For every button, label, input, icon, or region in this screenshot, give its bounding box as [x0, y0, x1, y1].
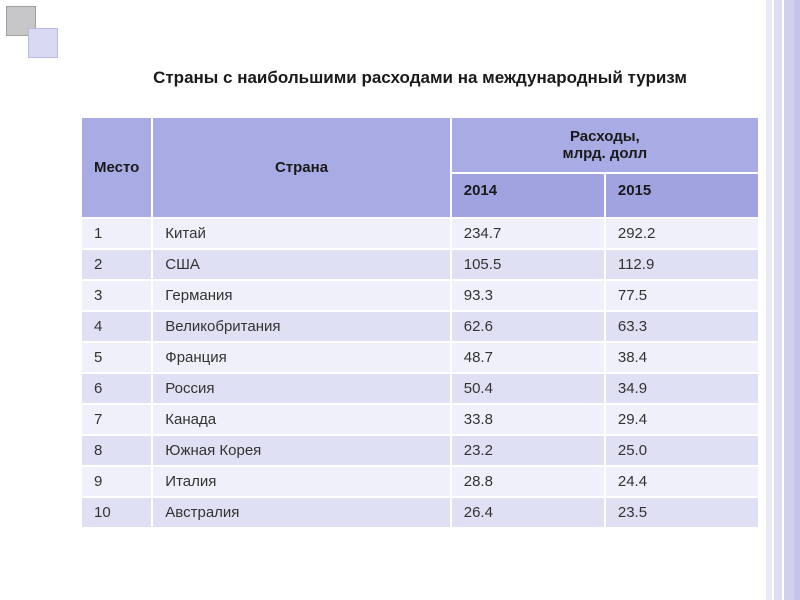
- cell-y2015: 292.2: [605, 218, 759, 249]
- cell-y2015: 25.0: [605, 435, 759, 466]
- corner-decoration: [6, 6, 66, 58]
- cell-y2015: 29.4: [605, 404, 759, 435]
- cell-country: Великобритания: [152, 311, 450, 342]
- cell-y2014: 105.5: [451, 249, 605, 280]
- cell-rank: 7: [81, 404, 152, 435]
- cell-y2015: 112.9: [605, 249, 759, 280]
- cell-rank: 6: [81, 373, 152, 404]
- slide-title: Страны с наибольшими расходами на междун…: [80, 68, 760, 88]
- cell-y2014: 50.4: [451, 373, 605, 404]
- cell-y2014: 28.8: [451, 466, 605, 497]
- cell-y2014: 62.6: [451, 311, 605, 342]
- cell-rank: 4: [81, 311, 152, 342]
- cell-rank: 1: [81, 218, 152, 249]
- cell-country: Россия: [152, 373, 450, 404]
- cell-rank: 5: [81, 342, 152, 373]
- cell-y2014: 33.8: [451, 404, 605, 435]
- corner-square-blue: [28, 28, 58, 58]
- cell-y2015: 34.9: [605, 373, 759, 404]
- cell-rank: 8: [81, 435, 152, 466]
- spending-table: Место Страна Расходы, млрд. долл 2014 20…: [80, 116, 760, 529]
- table-row: 10Австралия26.423.5: [81, 497, 759, 528]
- cell-y2014: 48.7: [451, 342, 605, 373]
- table-row: 5Франция48.738.4: [81, 342, 759, 373]
- table-row: 6Россия50.434.9: [81, 373, 759, 404]
- cell-country: Италия: [152, 466, 450, 497]
- cell-country: Германия: [152, 280, 450, 311]
- col-header-2015: 2015: [605, 173, 759, 218]
- col-header-rank: Место: [81, 117, 152, 218]
- cell-country: Китай: [152, 218, 450, 249]
- cell-country: США: [152, 249, 450, 280]
- right-edge-decoration: [766, 0, 800, 600]
- col-header-2014: 2014: [451, 173, 605, 218]
- table-row: 3Германия93.377.5: [81, 280, 759, 311]
- cell-y2014: 234.7: [451, 218, 605, 249]
- cell-country: Франция: [152, 342, 450, 373]
- col-header-country: Страна: [152, 117, 450, 218]
- table-row: 4Великобритания62.663.3: [81, 311, 759, 342]
- cell-y2014: 23.2: [451, 435, 605, 466]
- col-header-spend-group: Расходы, млрд. долл: [451, 117, 759, 173]
- table-row: 9Италия28.824.4: [81, 466, 759, 497]
- cell-y2015: 24.4: [605, 466, 759, 497]
- cell-y2014: 93.3: [451, 280, 605, 311]
- cell-rank: 10: [81, 497, 152, 528]
- slide-content: Страны с наибольшими расходами на междун…: [80, 68, 760, 529]
- cell-country: Канада: [152, 404, 450, 435]
- cell-y2015: 63.3: [605, 311, 759, 342]
- cell-y2015: 77.5: [605, 280, 759, 311]
- cell-rank: 2: [81, 249, 152, 280]
- cell-country: Южная Корея: [152, 435, 450, 466]
- cell-rank: 9: [81, 466, 152, 497]
- cell-y2015: 38.4: [605, 342, 759, 373]
- table-row: 1Китай234.7292.2: [81, 218, 759, 249]
- cell-country: Австралия: [152, 497, 450, 528]
- table-row: 2США105.5112.9: [81, 249, 759, 280]
- cell-y2015: 23.5: [605, 497, 759, 528]
- cell-y2014: 26.4: [451, 497, 605, 528]
- table-row: 8Южная Корея23.225.0: [81, 435, 759, 466]
- table-row: 7Канада33.829.4: [81, 404, 759, 435]
- cell-rank: 3: [81, 280, 152, 311]
